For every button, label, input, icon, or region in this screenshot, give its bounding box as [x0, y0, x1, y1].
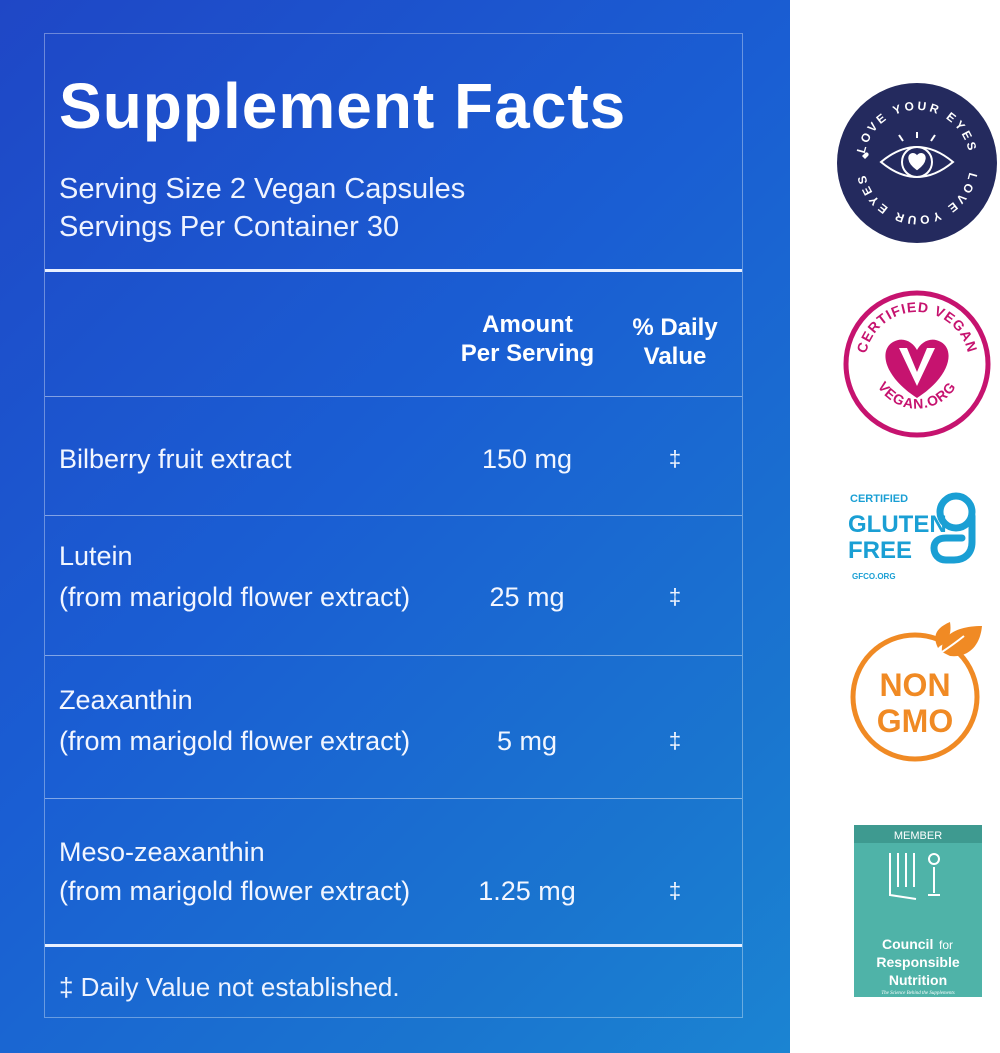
crn-logo-icon: MEMBER Council for Responsible Nutrition… [854, 825, 982, 997]
crn-tagline: The Science Behind the Supplements [881, 991, 954, 996]
column-header-divider [45, 396, 742, 397]
nutrient-name: Lutein [59, 541, 133, 571]
nutrient-name: Meso-zeaxanthin [59, 837, 265, 867]
row-divider [45, 655, 742, 656]
nutrient-source: (from marigold flower extract) [59, 876, 411, 906]
crn-line1b: for [939, 938, 953, 952]
non-gmo-badge: NON GMO [846, 622, 986, 762]
nutrient-source: (from marigold flower extract) [59, 582, 411, 612]
gluten-certified-text: CERTIFIED [850, 493, 908, 505]
nutrient-amount: 25 mg [489, 582, 565, 612]
certified-vegan-badge: CERTIFIED VEGAN VEGAN.ORG [843, 290, 991, 438]
nutrient-daily-value: ‡ [668, 446, 682, 471]
gluten-free-badge: CERTIFIED GLUTEN FREE GFCO.ORG [846, 488, 994, 584]
non-gmo-line2: GMO [877, 703, 953, 739]
footer-divider [45, 944, 742, 947]
nutrient-name: Bilberry fruit extract [59, 444, 292, 474]
crn-member-text: MEMBER [894, 830, 942, 842]
row-divider [45, 515, 742, 516]
servings-per-container: Servings Per Container 30 [59, 211, 400, 243]
gluten-site: GFCO.ORG [852, 572, 896, 581]
love-your-eyes-badge: LOVE YOUR EYES LOVE YOUR EYES [836, 82, 998, 244]
nutrient-daily-value: ‡ [668, 584, 682, 609]
nutrient-daily-value: ‡ [668, 878, 682, 903]
crn-line1: Council [882, 936, 933, 952]
facts-title: Supplement Facts [59, 70, 627, 142]
non-gmo-line1: NON [879, 667, 950, 703]
serving-info: Serving Size 2 Vegan Capsules Servings P… [59, 170, 465, 246]
nutrient-amount: 5 mg [496, 726, 558, 756]
row-divider [45, 798, 742, 799]
nutrient-source: (from marigold flower extract) [59, 726, 411, 756]
nutrient-daily-value: ‡ [668, 728, 682, 753]
heart-v-icon: CERTIFIED VEGAN VEGAN.ORG [843, 290, 991, 438]
gluten-line2: FREE [848, 537, 912, 564]
nutrient-name: Zeaxanthin [59, 685, 193, 715]
daily-value-header: % Daily Value [632, 314, 718, 370]
gluten-line1: GLUTEN [848, 511, 947, 538]
g-logo-icon: CERTIFIED GLUTEN FREE GFCO.ORG [846, 490, 976, 581]
amount-per-serving-header: Amount Per Serving [460, 311, 595, 367]
header-divider [45, 269, 742, 272]
footnote: ‡ Daily Value not established. [59, 972, 400, 1002]
crn-line3: Nutrition [889, 972, 947, 988]
nutrient-amount: 1.25 mg [478, 876, 576, 906]
crn-member-badge: MEMBER Council for Responsible Nutrition… [854, 825, 982, 997]
leaf-icon: NON GMO [850, 622, 982, 762]
supplement-facts-box: Supplement Facts Serving Size 2 Vegan Ca… [44, 33, 743, 1018]
serving-size: Serving Size 2 Vegan Capsules [59, 173, 466, 205]
nutrient-amount: 150 mg [481, 444, 573, 474]
supplement-facts-panel: Supplement Facts Serving Size 2 Vegan Ca… [0, 0, 790, 1053]
crn-line2: Responsible [876, 954, 959, 970]
eye-heart-icon: LOVE YOUR EYES LOVE YOUR EYES [837, 83, 997, 243]
